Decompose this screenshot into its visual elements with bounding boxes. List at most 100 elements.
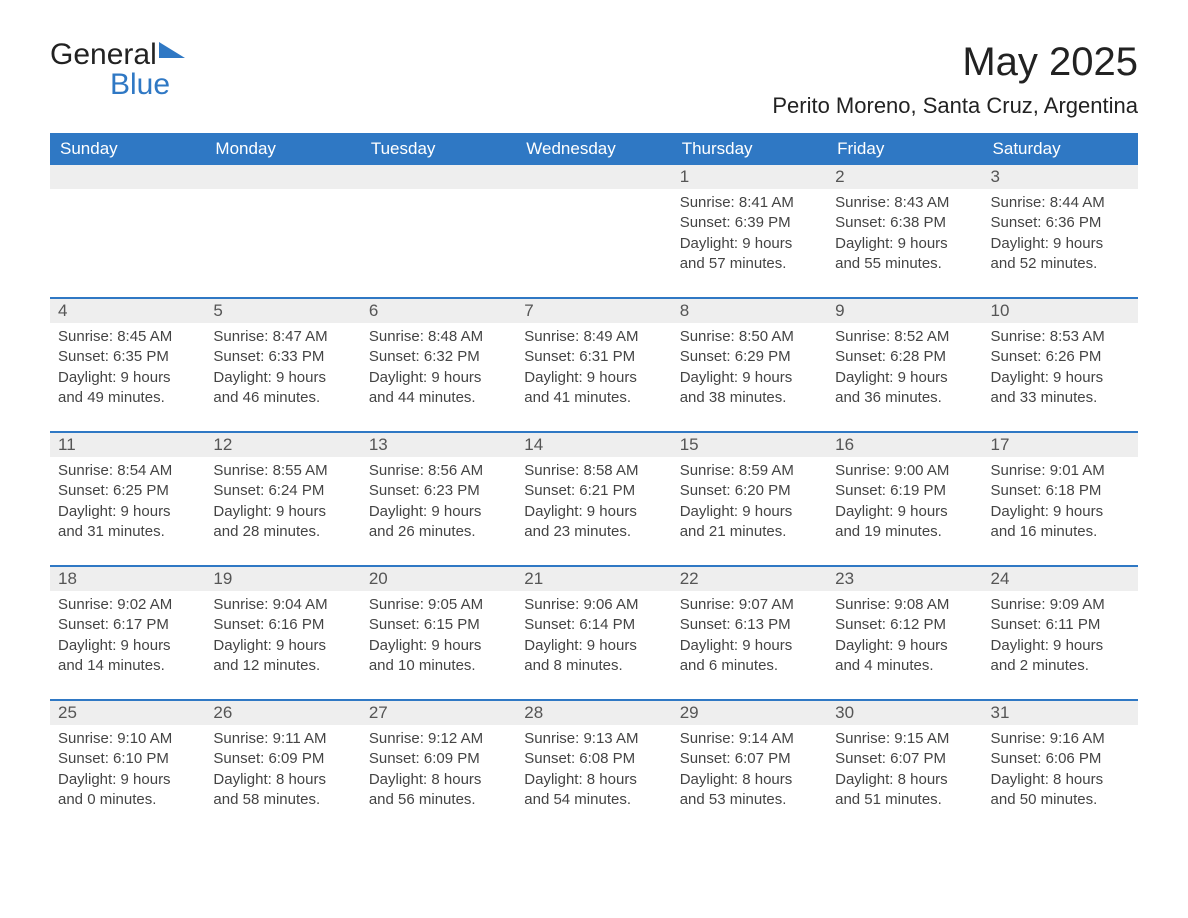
day-number: 18: [50, 567, 205, 591]
day-number: 12: [205, 433, 360, 457]
day-body: Sunrise: 9:06 AMSunset: 6:14 PMDaylight:…: [516, 591, 671, 686]
calendar-day: 13Sunrise: 8:56 AMSunset: 6:23 PMDayligh…: [361, 433, 516, 553]
calendar-week: 11Sunrise: 8:54 AMSunset: 6:25 PMDayligh…: [50, 431, 1138, 553]
calendar-day: 27Sunrise: 9:12 AMSunset: 6:09 PMDayligh…: [361, 701, 516, 821]
day-body: Sunrise: 8:45 AMSunset: 6:35 PMDaylight:…: [50, 323, 205, 418]
weekday-header: Tuesday: [361, 133, 516, 165]
calendar-day: 22Sunrise: 9:07 AMSunset: 6:13 PMDayligh…: [672, 567, 827, 687]
day-body: Sunrise: 8:59 AMSunset: 6:20 PMDaylight:…: [672, 457, 827, 552]
sunset-line: Sunset: 6:07 PM: [680, 749, 819, 769]
day-body: Sunrise: 9:16 AMSunset: 6:06 PMDaylight:…: [983, 725, 1138, 820]
day-body: Sunrise: 8:56 AMSunset: 6:23 PMDaylight:…: [361, 457, 516, 552]
sunrise-line: Sunrise: 9:11 AM: [213, 729, 352, 749]
daylight-line: Daylight: 9 hours and 49 minutes.: [58, 368, 197, 409]
calendar-day: 16Sunrise: 9:00 AMSunset: 6:19 PMDayligh…: [827, 433, 982, 553]
day-number: 3: [983, 165, 1138, 189]
sunrise-line: Sunrise: 9:00 AM: [835, 461, 974, 481]
day-number: 6: [361, 299, 516, 323]
day-number: 5: [205, 299, 360, 323]
daylight-line: Daylight: 9 hours and 23 minutes.: [524, 502, 663, 543]
daylight-line: Daylight: 9 hours and 31 minutes.: [58, 502, 197, 543]
calendar-day: 2Sunrise: 8:43 AMSunset: 6:38 PMDaylight…: [827, 165, 982, 285]
sunrise-line: Sunrise: 8:56 AM: [369, 461, 508, 481]
sunrise-line: Sunrise: 8:52 AM: [835, 327, 974, 347]
daylight-line: Daylight: 9 hours and 52 minutes.: [991, 234, 1130, 275]
sunrise-line: Sunrise: 8:55 AM: [213, 461, 352, 481]
day-body: Sunrise: 9:00 AMSunset: 6:19 PMDaylight:…: [827, 457, 982, 552]
sunrise-line: Sunrise: 8:45 AM: [58, 327, 197, 347]
sunset-line: Sunset: 6:29 PM: [680, 347, 819, 367]
day-number: 11: [50, 433, 205, 457]
sunset-line: Sunset: 6:15 PM: [369, 615, 508, 635]
calendar-day: 21Sunrise: 9:06 AMSunset: 6:14 PMDayligh…: [516, 567, 671, 687]
sunset-line: Sunset: 6:09 PM: [369, 749, 508, 769]
logo-word-1: General: [50, 38, 157, 71]
sunrise-line: Sunrise: 9:05 AM: [369, 595, 508, 615]
sunset-line: Sunset: 6:23 PM: [369, 481, 508, 501]
weekday-header: Thursday: [672, 133, 827, 165]
day-body: Sunrise: 9:04 AMSunset: 6:16 PMDaylight:…: [205, 591, 360, 686]
calendar-day: 14Sunrise: 8:58 AMSunset: 6:21 PMDayligh…: [516, 433, 671, 553]
day-number: 28: [516, 701, 671, 725]
sunset-line: Sunset: 6:18 PM: [991, 481, 1130, 501]
day-body: Sunrise: 9:07 AMSunset: 6:13 PMDaylight:…: [672, 591, 827, 686]
page-title: May 2025: [772, 40, 1138, 85]
calendar-day: 23Sunrise: 9:08 AMSunset: 6:12 PMDayligh…: [827, 567, 982, 687]
sunset-line: Sunset: 6:17 PM: [58, 615, 197, 635]
weekday-header: Sunday: [50, 133, 205, 165]
sunset-line: Sunset: 6:24 PM: [213, 481, 352, 501]
calendar-day: 25Sunrise: 9:10 AMSunset: 6:10 PMDayligh…: [50, 701, 205, 821]
calendar: SundayMondayTuesdayWednesdayThursdayFrid…: [50, 133, 1138, 821]
calendar-day: [205, 165, 360, 285]
day-body: Sunrise: 9:12 AMSunset: 6:09 PMDaylight:…: [361, 725, 516, 820]
day-body: Sunrise: 8:41 AMSunset: 6:39 PMDaylight:…: [672, 189, 827, 284]
sunset-line: Sunset: 6:32 PM: [369, 347, 508, 367]
day-number: 13: [361, 433, 516, 457]
sunset-line: Sunset: 6:35 PM: [58, 347, 197, 367]
daylight-line: Daylight: 9 hours and 26 minutes.: [369, 502, 508, 543]
day-number: 17: [983, 433, 1138, 457]
daylight-line: Daylight: 9 hours and 14 minutes.: [58, 636, 197, 677]
calendar-day: [361, 165, 516, 285]
logo-triangle-icon: [159, 42, 185, 58]
day-body: Sunrise: 8:48 AMSunset: 6:32 PMDaylight:…: [361, 323, 516, 418]
calendar-day: 11Sunrise: 8:54 AMSunset: 6:25 PMDayligh…: [50, 433, 205, 553]
day-number: 16: [827, 433, 982, 457]
day-body: Sunrise: 9:09 AMSunset: 6:11 PMDaylight:…: [983, 591, 1138, 686]
calendar-day: 18Sunrise: 9:02 AMSunset: 6:17 PMDayligh…: [50, 567, 205, 687]
day-number: 30: [827, 701, 982, 725]
day-number: [205, 165, 360, 189]
daylight-line: Daylight: 9 hours and 21 minutes.: [680, 502, 819, 543]
sunrise-line: Sunrise: 9:15 AM: [835, 729, 974, 749]
calendar-day: 19Sunrise: 9:04 AMSunset: 6:16 PMDayligh…: [205, 567, 360, 687]
day-number: 23: [827, 567, 982, 591]
sunset-line: Sunset: 6:20 PM: [680, 481, 819, 501]
calendar-day: 20Sunrise: 9:05 AMSunset: 6:15 PMDayligh…: [361, 567, 516, 687]
sunrise-line: Sunrise: 8:58 AM: [524, 461, 663, 481]
sunset-line: Sunset: 6:38 PM: [835, 213, 974, 233]
logo-word-2: Blue: [110, 68, 170, 101]
sunrise-line: Sunrise: 9:06 AM: [524, 595, 663, 615]
sunrise-line: Sunrise: 8:54 AM: [58, 461, 197, 481]
day-number: [516, 165, 671, 189]
sunset-line: Sunset: 6:19 PM: [835, 481, 974, 501]
day-number: 31: [983, 701, 1138, 725]
calendar-day: 4Sunrise: 8:45 AMSunset: 6:35 PMDaylight…: [50, 299, 205, 419]
day-body: Sunrise: 9:02 AMSunset: 6:17 PMDaylight:…: [50, 591, 205, 686]
day-number: 1: [672, 165, 827, 189]
calendar-day: 9Sunrise: 8:52 AMSunset: 6:28 PMDaylight…: [827, 299, 982, 419]
sunrise-line: Sunrise: 8:59 AM: [680, 461, 819, 481]
day-body: Sunrise: 9:13 AMSunset: 6:08 PMDaylight:…: [516, 725, 671, 820]
sunset-line: Sunset: 6:14 PM: [524, 615, 663, 635]
sunrise-line: Sunrise: 9:14 AM: [680, 729, 819, 749]
daylight-line: Daylight: 9 hours and 19 minutes.: [835, 502, 974, 543]
day-body: Sunrise: 8:43 AMSunset: 6:38 PMDaylight:…: [827, 189, 982, 284]
weekday-header: Friday: [827, 133, 982, 165]
daylight-line: Daylight: 9 hours and 55 minutes.: [835, 234, 974, 275]
calendar-header-row: SundayMondayTuesdayWednesdayThursdayFrid…: [50, 133, 1138, 165]
calendar-day: 17Sunrise: 9:01 AMSunset: 6:18 PMDayligh…: [983, 433, 1138, 553]
sunset-line: Sunset: 6:39 PM: [680, 213, 819, 233]
daylight-line: Daylight: 9 hours and 28 minutes.: [213, 502, 352, 543]
daylight-line: Daylight: 8 hours and 54 minutes.: [524, 770, 663, 811]
day-number: 25: [50, 701, 205, 725]
